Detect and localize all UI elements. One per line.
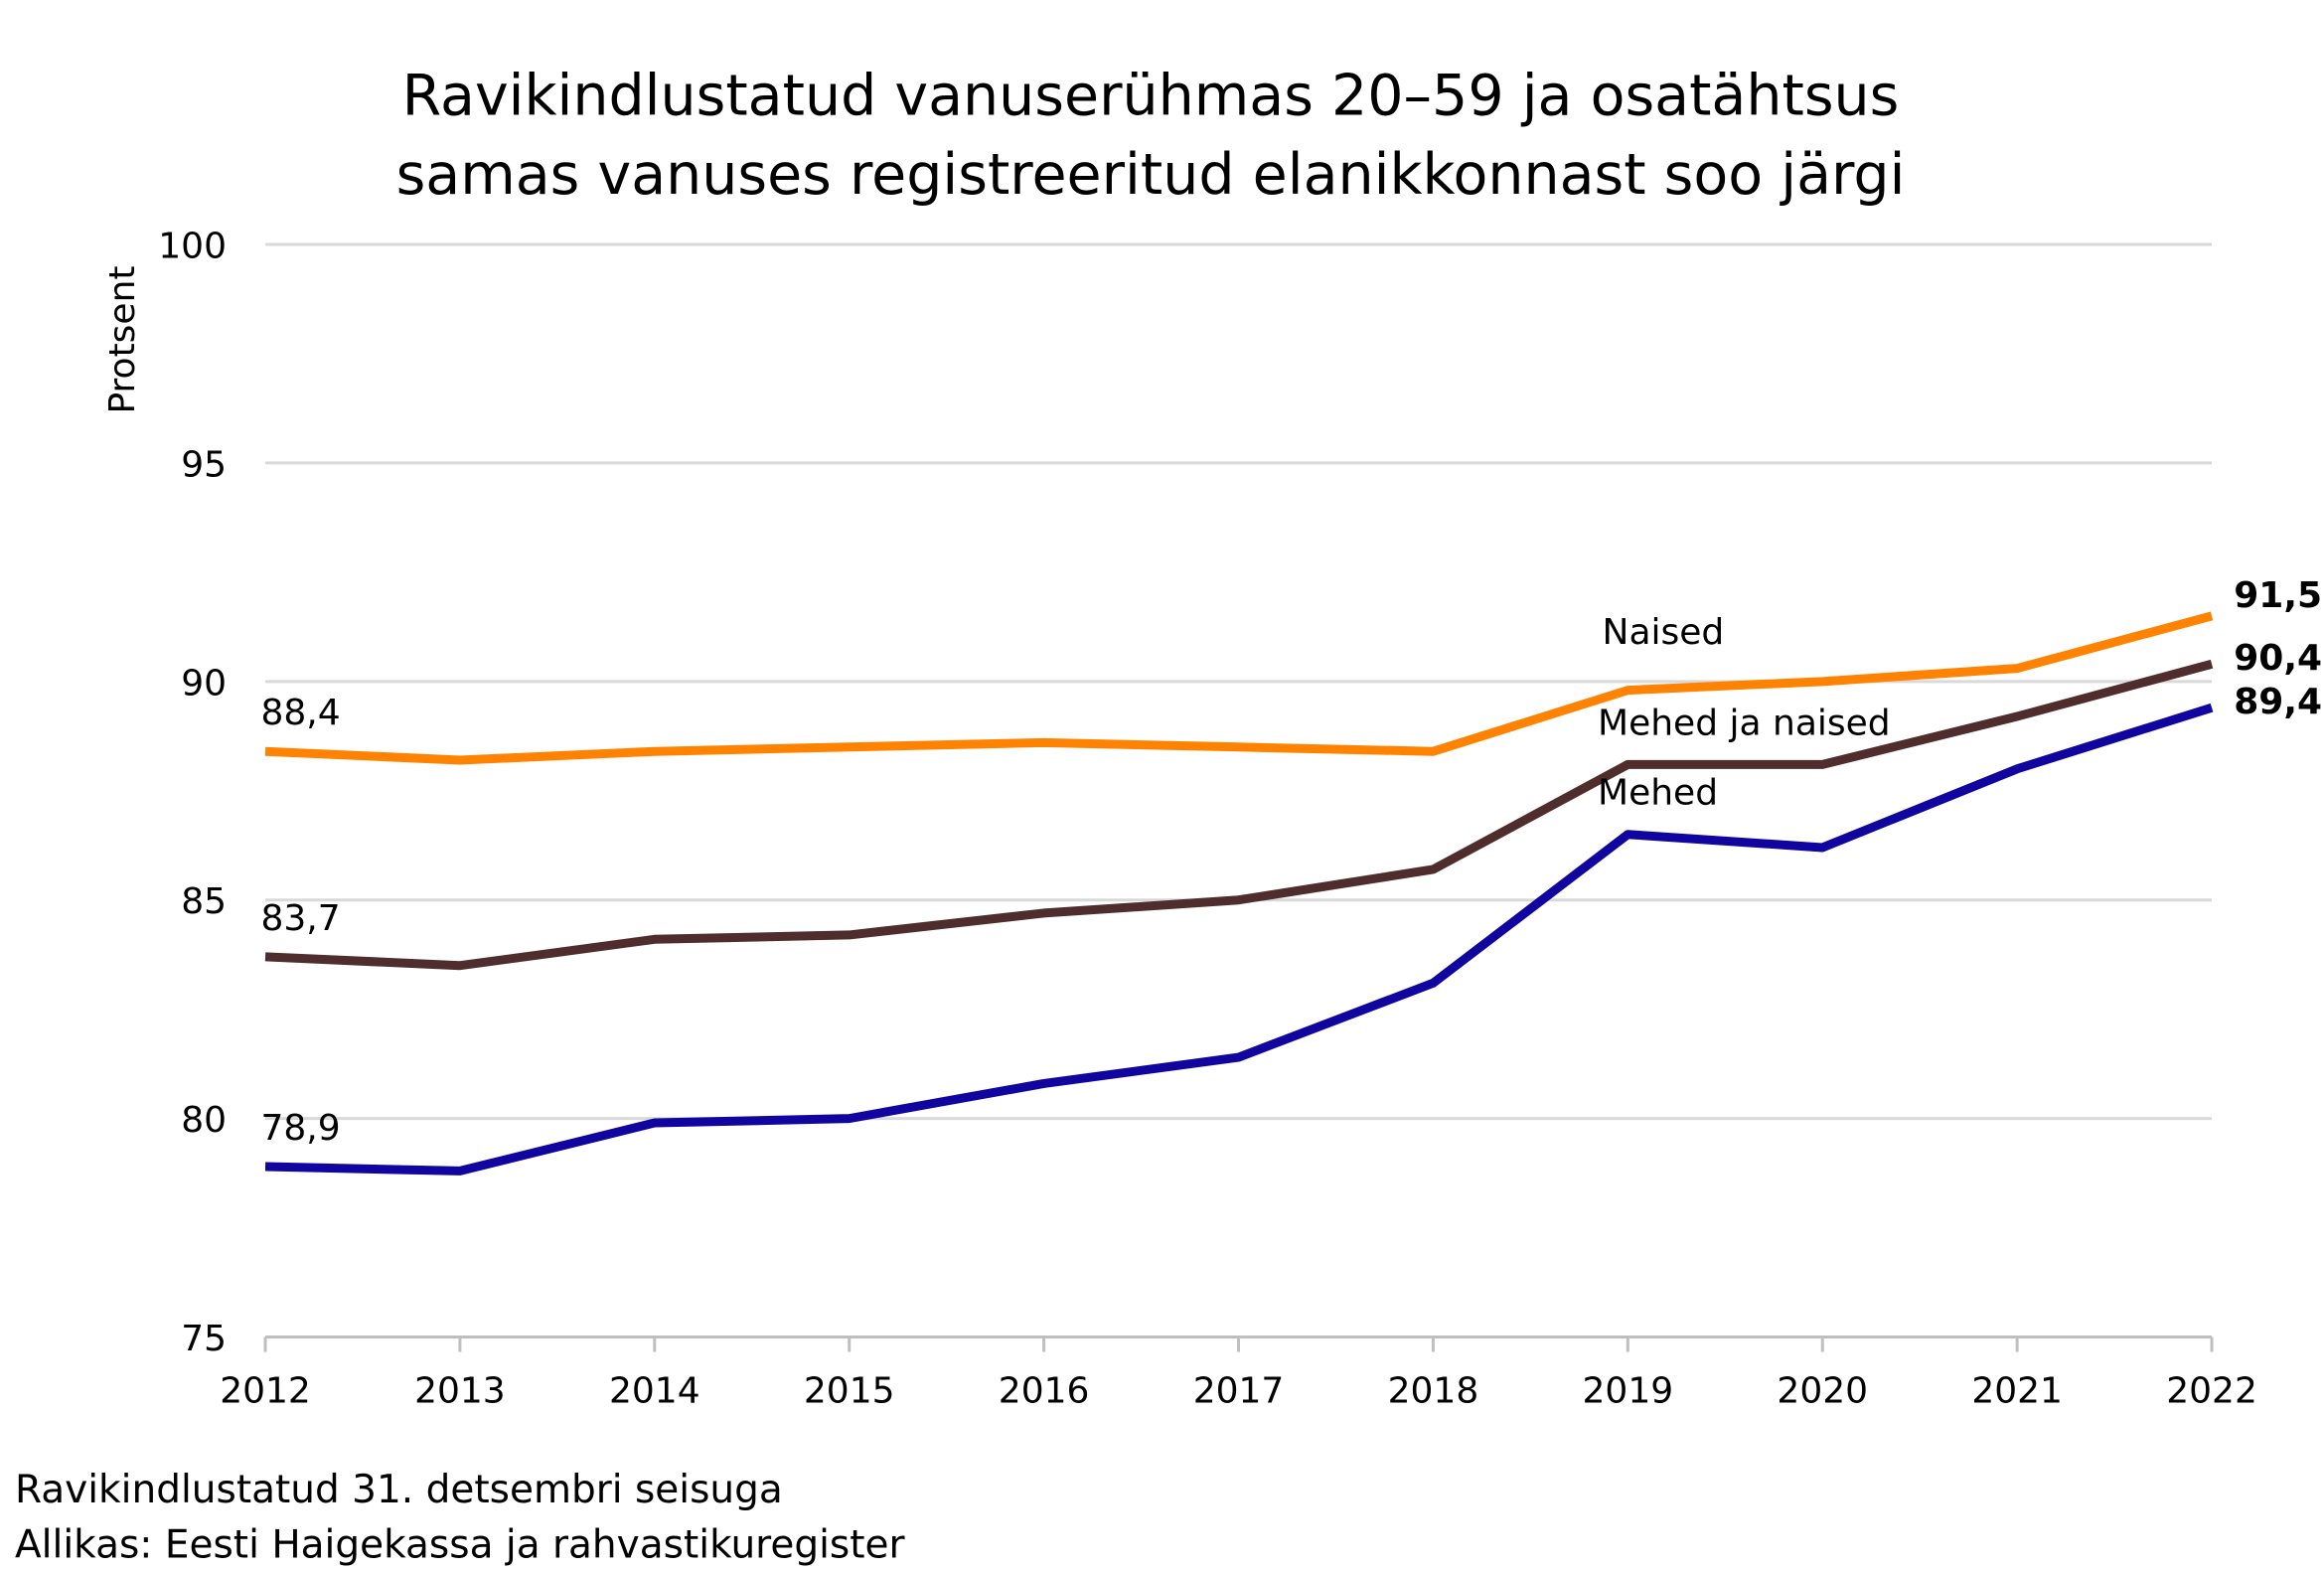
x-tick-label: 2012 [220,1371,311,1412]
x-tick-label: 2015 [804,1371,895,1412]
x-tick-label: 2018 [1388,1371,1479,1412]
x-tick-label: 2016 [999,1371,1090,1412]
x-tick-label: 2021 [1971,1371,2063,1412]
x-tick-label: 2020 [1777,1371,1868,1412]
series-line-mehed-ja-naised [264,659,2214,971]
start-value-label: 78,9 [261,1108,341,1149]
chart-title-line-1: Ravikindlustatud vanuserühmas 20–59 ja o… [402,64,1900,129]
y-tick-label: 85 [181,881,227,922]
end-value-label: 91,5 [2234,575,2322,616]
x-tick-label: 2013 [414,1371,506,1412]
x-tick-label: 2019 [1583,1371,1674,1412]
x-tick-label: 2014 [609,1371,700,1412]
end-value-label: 89,4 [2234,682,2322,722]
y-axis-label: Protsent [102,265,143,413]
footnote-1: Ravikindlustatud 31. detsembri seisuga [15,1468,783,1512]
y-tick-label: 80 [181,1100,227,1141]
start-value-label: 83,7 [261,898,341,939]
end-value-label: 90,4 [2234,638,2322,679]
y-tick-label: 90 [181,663,227,704]
start-value-label: 88,4 [261,693,341,733]
y-tick-label: 75 [181,1319,227,1359]
series-line-mehed [264,703,2214,1176]
x-tick-label: 2022 [2166,1371,2257,1412]
chart-title-line-2: samas vanuses registreeritud elanikkonna… [396,142,1906,208]
series-name-label: Mehed ja naised [1598,703,1891,743]
x-tick-label: 2017 [1193,1371,1285,1412]
y-tick-label: 95 [181,444,227,485]
y-tick-label: 100 [158,227,227,267]
series-name-label: Naised [1603,612,1725,653]
footnote-2: Allikas: Eesti Haigekassa ja rahvastikur… [15,1523,906,1568]
series-name-label: Mehed [1598,773,1718,814]
